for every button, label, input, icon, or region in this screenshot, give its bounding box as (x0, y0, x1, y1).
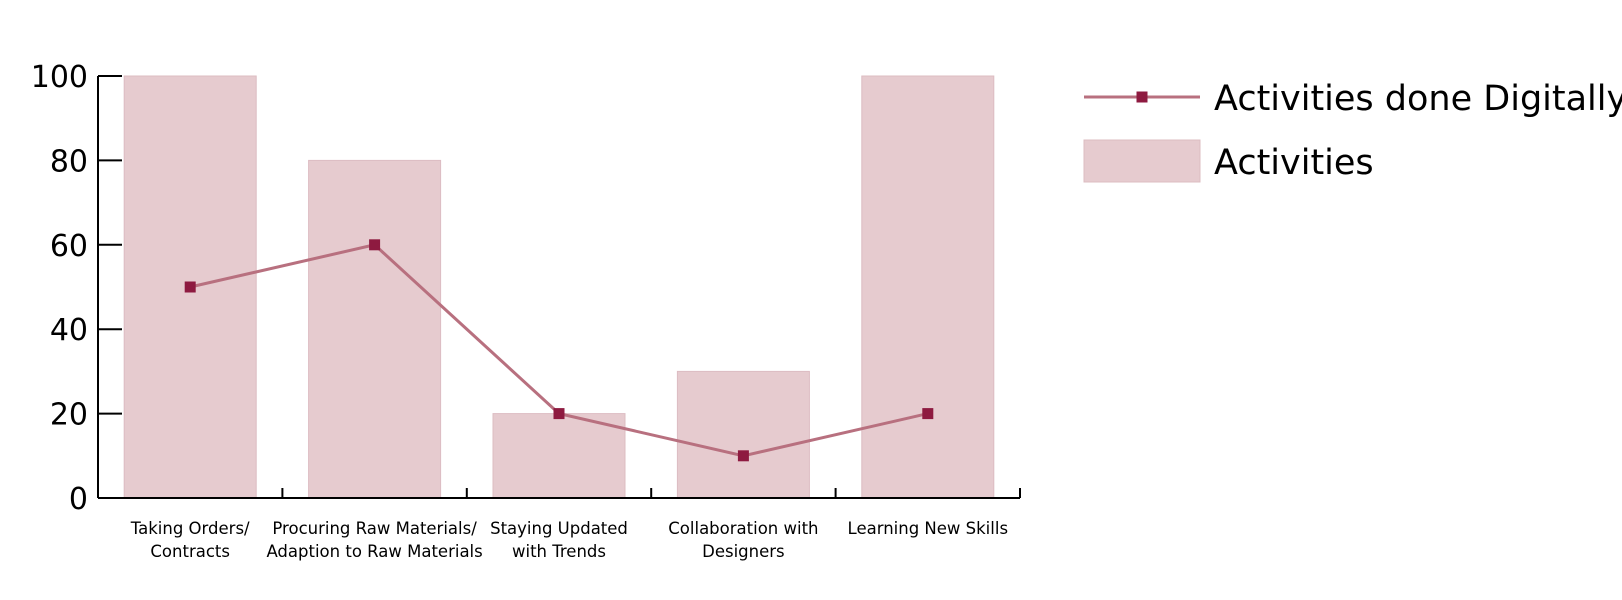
x-category-label-line: Designers (702, 542, 785, 561)
legend-line-marker (1136, 91, 1148, 103)
legend: Activities done Digitally Activities (1083, 79, 1622, 183)
x-category-label-line: with Trends (512, 542, 606, 561)
line-point-3 (553, 408, 565, 420)
y-tick-label: 0 (69, 482, 88, 517)
y-tick-label: 100 (31, 60, 88, 95)
bar-5 (861, 75, 995, 499)
x-category-label-line: Taking Orders/ (130, 519, 250, 538)
y-axis-ticks: 0 20 40 60 80 100 (31, 60, 122, 517)
legend-bar-swatch (1083, 139, 1201, 183)
y-tick-label: 20 (50, 398, 88, 433)
x-category-label: Taking Orders/Contracts (130, 519, 250, 561)
line-point-5 (922, 408, 934, 420)
line-point-4 (737, 450, 749, 462)
bar-2 (308, 159, 442, 499)
bar-series (123, 75, 995, 499)
x-axis-labels: Taking Orders/Contracts Procuring Raw Mat… (130, 519, 1008, 561)
x-category-label: Learning New Skills (848, 519, 1009, 538)
line-point-2 (369, 239, 381, 251)
x-category-label-line: Contracts (150, 542, 230, 561)
x-category-label-line: Procuring Raw Materials/ (272, 519, 477, 538)
bar-3 (492, 413, 626, 499)
chart-axes (97, 76, 1021, 499)
x-category-label-line: Staying Updated (490, 519, 628, 538)
x-category-label: Staying Updated with Trends (490, 519, 628, 561)
x-category-label-line: Adaption to Raw Materials (266, 542, 482, 561)
y-tick-label: 60 (50, 229, 88, 264)
x-category-label: Collaboration with Designers (668, 519, 818, 561)
x-category-label-line: Collaboration with (668, 519, 818, 538)
line-point-1 (184, 281, 196, 293)
x-category-label: Procuring Raw Materials/Adaption to Raw … (266, 519, 482, 561)
x-category-label-line: Learning New Skills (848, 519, 1009, 538)
y-tick-label: 80 (50, 144, 88, 179)
line-series (184, 239, 934, 462)
bar-4 (676, 370, 810, 499)
legend-label-digital: Activities done Digitally (1214, 79, 1622, 119)
y-tick-label: 40 (50, 313, 88, 348)
legend-label-activities: Activities (1214, 143, 1374, 183)
